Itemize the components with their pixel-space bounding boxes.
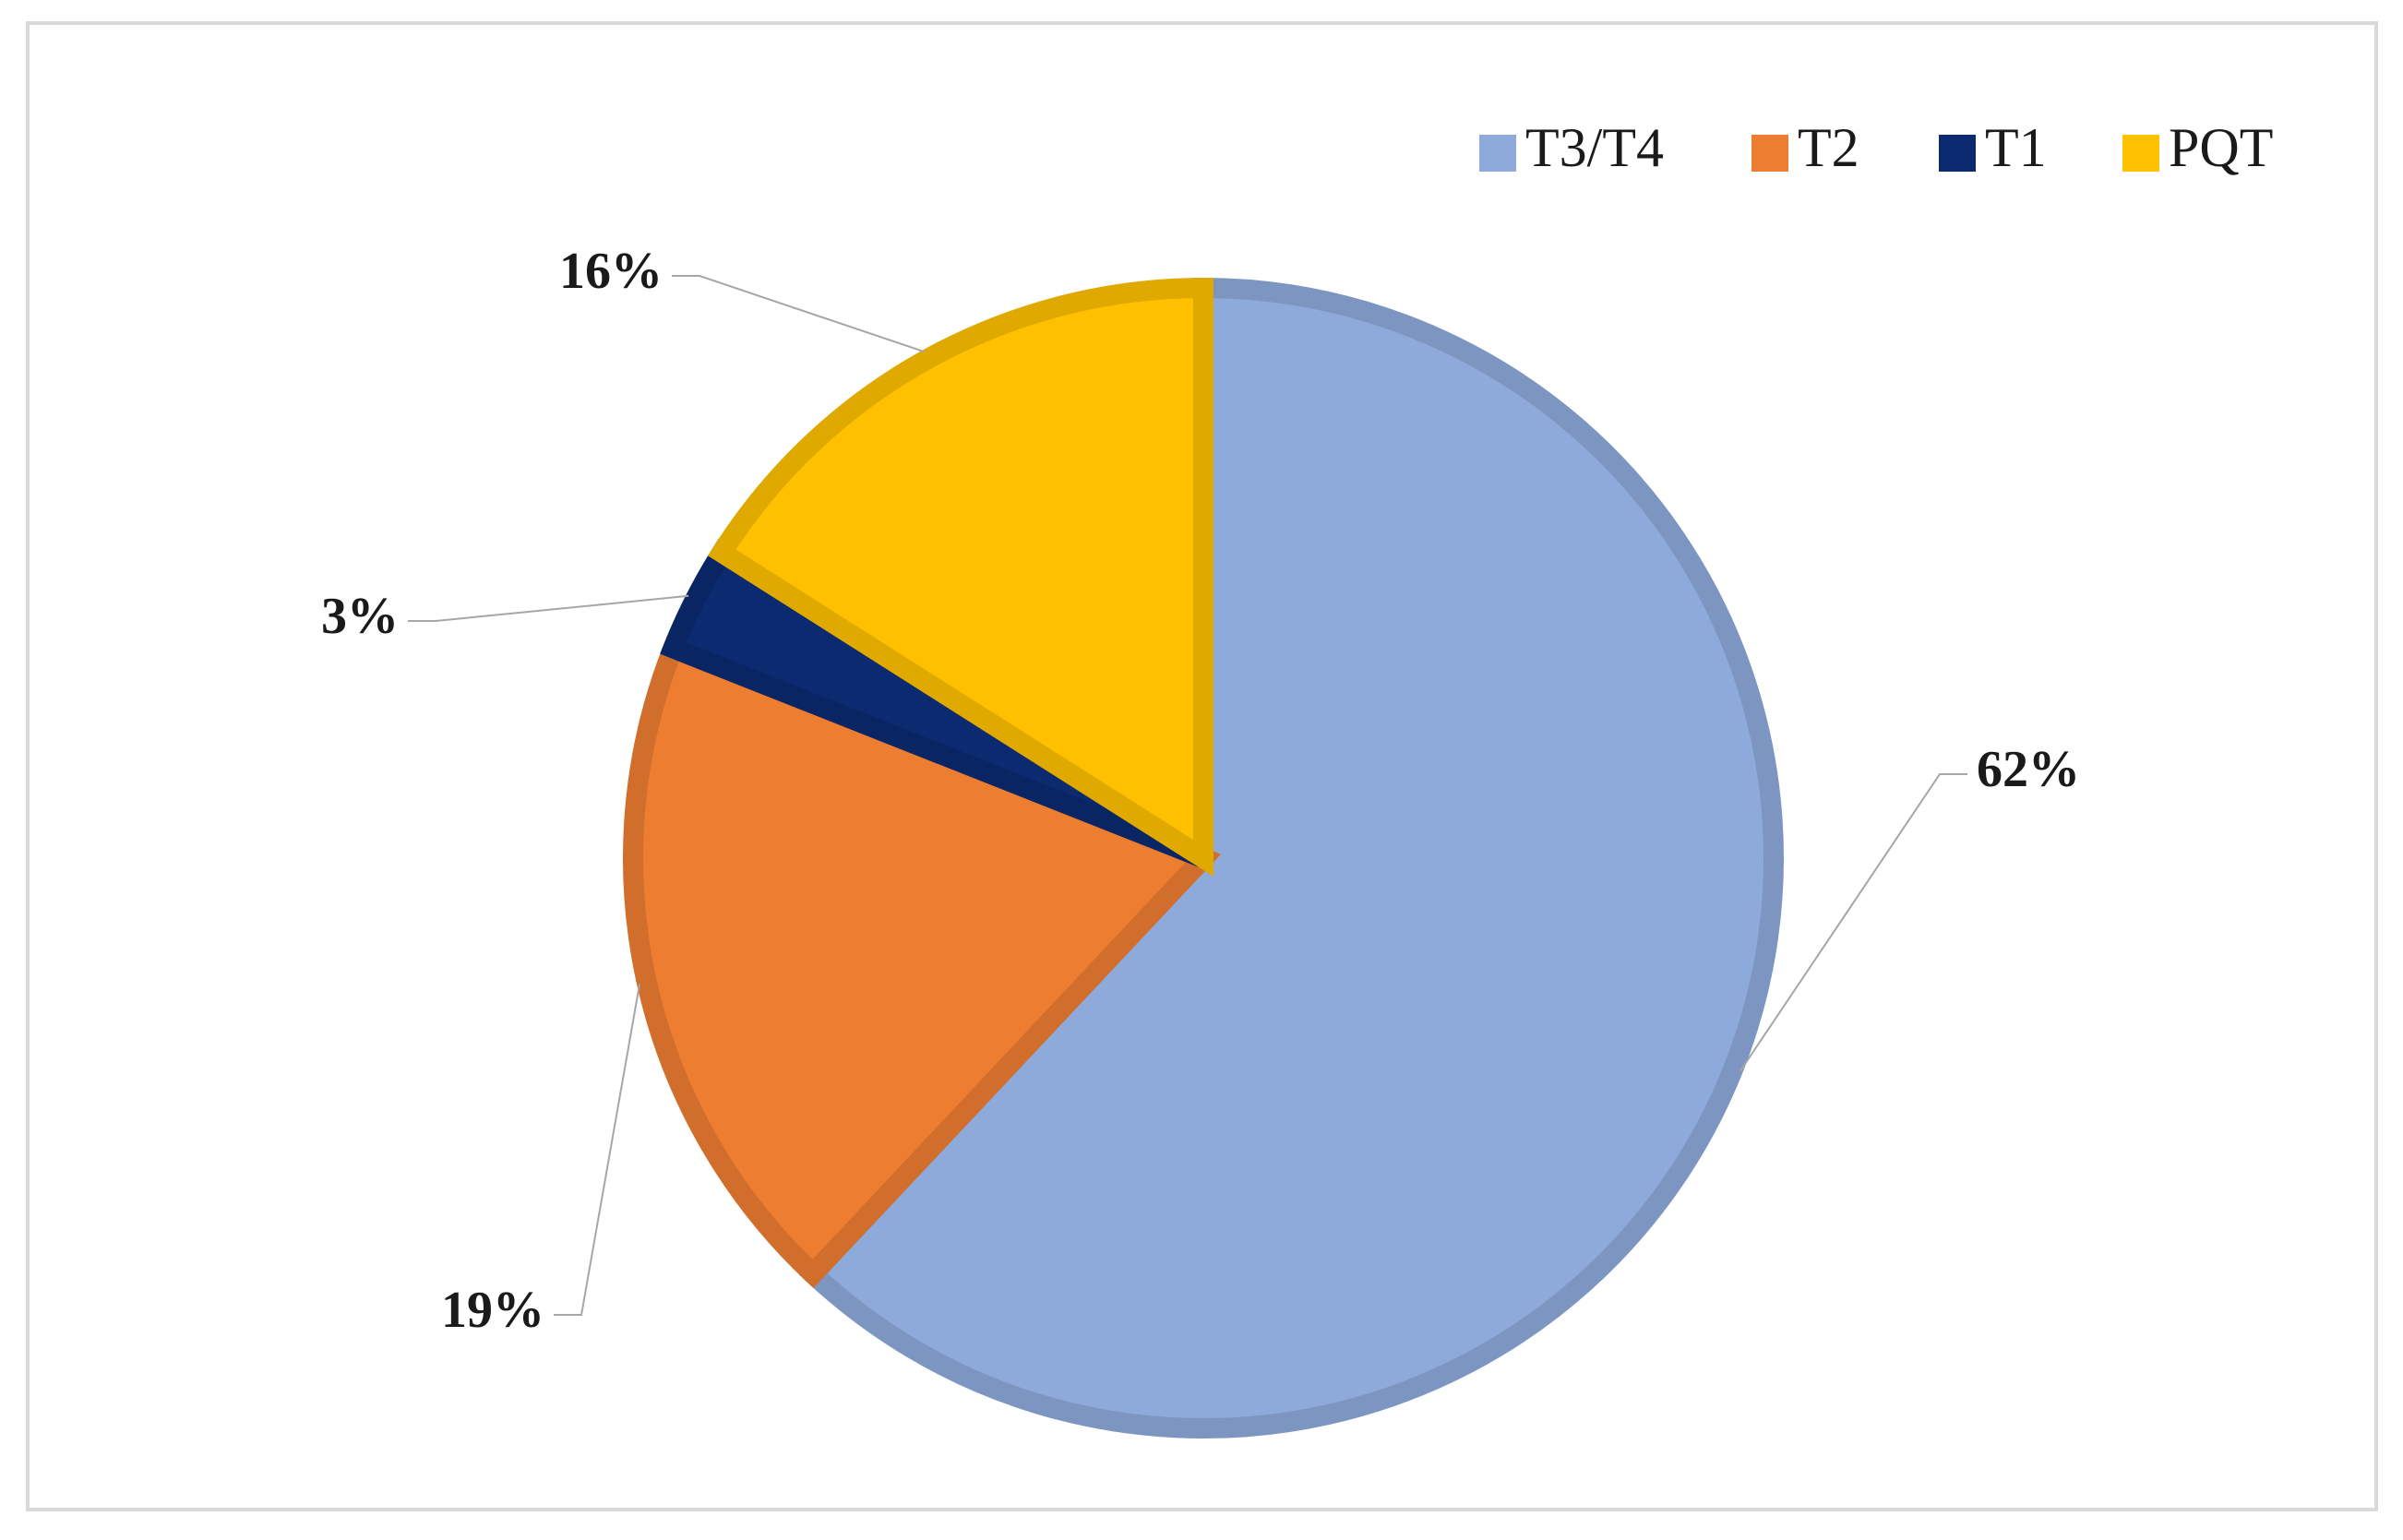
legend-swatch (1479, 135, 1516, 172)
data-label: 19% (441, 1282, 544, 1339)
legend-swatch (2122, 135, 2159, 172)
leader-line (672, 275, 926, 353)
data-label: 3% (321, 588, 399, 645)
legend-label: T3/T4 (1525, 117, 1664, 178)
pie-slice (708, 277, 1213, 877)
leader-line (554, 984, 641, 1316)
legend-swatch (1939, 135, 1976, 172)
legend-label: T2 (1798, 117, 1859, 178)
data-label: 62% (1977, 741, 2080, 798)
pie-slice (798, 277, 1784, 1439)
leader-line (1739, 773, 1967, 1072)
legend-label: PQT (2169, 117, 2273, 178)
leader-line (408, 594, 689, 622)
data-label: 16% (559, 243, 663, 300)
legend-label: T1 (1985, 117, 2047, 178)
legend-swatch (1751, 135, 1788, 172)
